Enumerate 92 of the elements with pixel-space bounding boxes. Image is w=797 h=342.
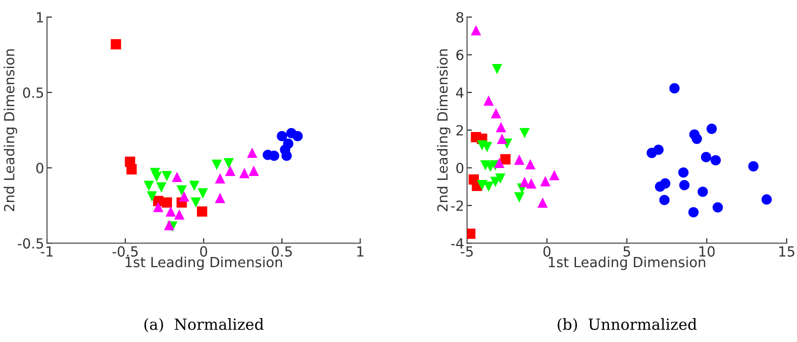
point [514,192,524,203]
point [692,134,702,144]
y-tick-label: -4 [451,238,464,248]
point [174,209,185,220]
x-tick-label: -5 [460,246,473,257]
point [762,194,772,205]
point [162,197,172,208]
x-tick-label: 0 [200,246,208,257]
point [514,154,524,165]
point [268,150,280,161]
point [748,161,759,172]
point [700,152,712,162]
x-tick-label: -1 [40,246,53,256]
text: (a) Normalized [144,318,264,332]
point [189,180,200,192]
point [653,144,664,155]
point [162,170,172,182]
point [248,166,259,176]
point [490,108,502,118]
x-tick-label: 5 [623,246,630,257]
point [549,170,560,180]
text: (b) Unnormalized [558,318,697,332]
point [225,166,236,176]
point [712,202,723,213]
point [669,83,680,94]
point [153,202,164,212]
point [654,181,666,192]
point [495,173,506,184]
point [698,186,708,197]
point [110,39,122,50]
point [659,194,670,206]
point [156,182,166,193]
point [144,180,154,192]
point [224,158,234,168]
point [166,206,176,217]
point [519,176,530,188]
point [239,168,250,178]
point [164,220,174,230]
point [280,144,290,155]
x-tick-label: -0.5 [112,246,138,257]
point [476,180,488,190]
point [500,154,511,164]
y-tick-label: 0 [36,162,44,174]
point [198,188,208,199]
y-tick-label: 4 [456,88,464,98]
y-tick-label: 2 [456,125,463,136]
point [537,198,548,208]
point [196,206,208,217]
point [126,164,137,174]
point [190,197,201,208]
x-tick-label: 15 [779,246,794,257]
x-tick-label: 10 [699,246,715,257]
point [710,155,721,166]
point [688,207,699,218]
point [679,180,690,190]
y-tick-label: 6 [456,50,464,60]
y-tick-label: -2 [451,200,463,211]
point [172,172,182,182]
point [212,160,222,170]
y-tick-label: -0.5 [18,238,44,249]
point [176,185,187,196]
x-tick-label: 1 [357,246,364,256]
point [214,192,226,204]
point [276,131,288,142]
point [540,176,550,186]
x-axis-title: 1st Leading Dimension [548,256,706,270]
point [706,124,717,134]
y-tick-label: 8 [456,12,464,23]
x-tick-label: 0.5 [272,246,292,257]
y-axis-title: 2nd Leading Dimension [4,49,18,212]
point [483,95,494,106]
x-tick-label: 0 [543,246,550,257]
x-axis-title: 1st Leading Dimension [126,256,282,270]
point [526,178,536,189]
point [470,25,482,36]
point [214,173,226,184]
point [178,191,190,202]
point [678,167,689,178]
point [492,64,502,74]
y-tick-label: 0.5 [23,87,44,98]
point [496,134,508,144]
point [494,158,504,168]
point [525,159,536,170]
point [152,172,162,182]
point [247,148,258,158]
y-tick-label: 0 [456,162,464,174]
point [519,128,530,138]
y-axis-title: 2nd Leading Dimension [436,49,450,212]
point [292,131,303,142]
point [146,191,158,202]
point [496,122,506,132]
y-tick-label: 1 [36,12,43,22]
